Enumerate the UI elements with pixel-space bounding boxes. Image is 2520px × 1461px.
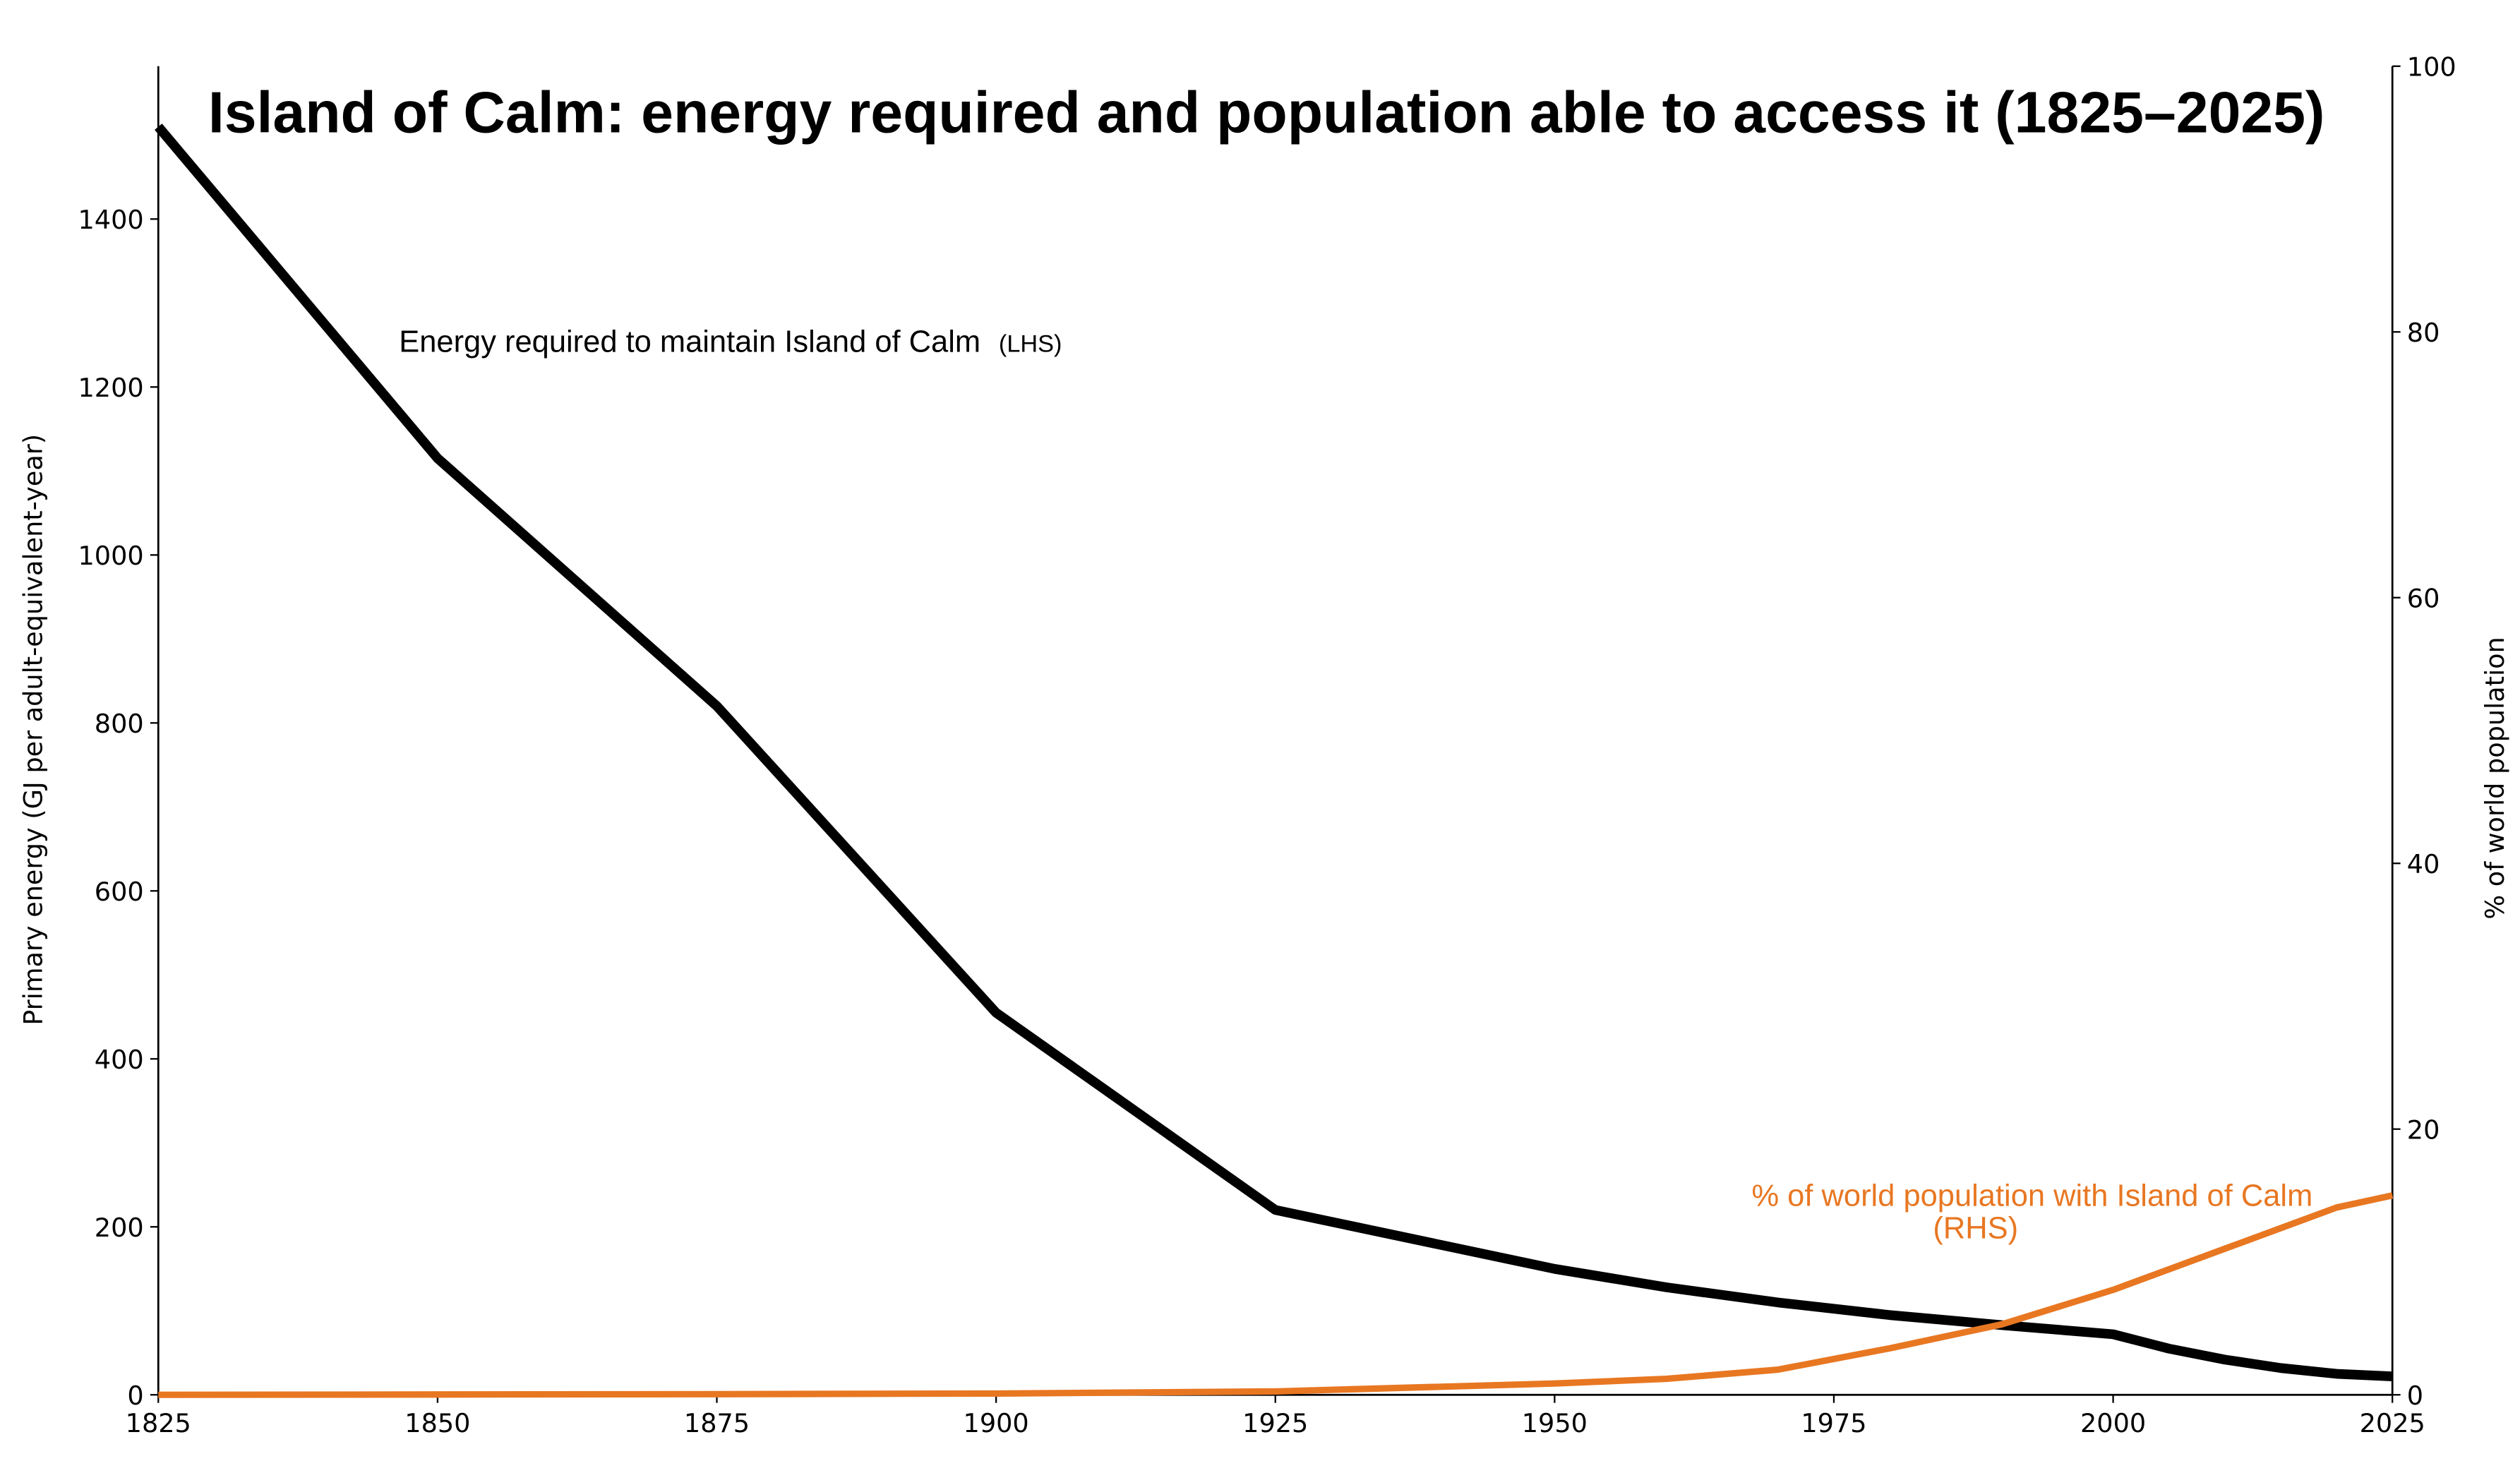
- population-series-suffix: (RHS): [1933, 1211, 2018, 1245]
- x-tick-label: 1900: [964, 1408, 1029, 1438]
- x-tick-label: 1925: [1242, 1408, 1308, 1438]
- series-lines: [155, 124, 2394, 1398]
- axes: 1825 1850 1875 1900 1925 1950 1975 2000 20250200…: [78, 52, 2456, 1438]
- y-tick-label-left: 600: [95, 877, 144, 907]
- y-tick-label-left: 1200: [78, 373, 144, 403]
- x-tick-label: 1875: [684, 1408, 750, 1438]
- y-tick-label-right: 20: [2407, 1114, 2440, 1145]
- y-tick-label-left: 800: [95, 709, 144, 739]
- y-tick-label-right: 100: [2407, 52, 2456, 83]
- y-axis-label-right: % of world population: [2480, 637, 2510, 919]
- energy-series-suffix: (LHS): [999, 331, 1062, 358]
- y-tick-label-right: 60: [2407, 583, 2440, 613]
- population-series-label: % of world population with Island of Cal…: [1751, 1179, 2312, 1213]
- x-tick-label: 1950: [1522, 1408, 1588, 1438]
- y-tick-label-left: 200: [95, 1213, 144, 1243]
- x-tick-label: 1975: [1801, 1408, 1866, 1438]
- x-tick-label: 2025: [2360, 1408, 2425, 1438]
- y-tick-label-left: 1400: [78, 205, 144, 235]
- population-series-line: [158, 1192, 2394, 1398]
- y-tick-label-right: 80: [2407, 318, 2440, 348]
- y-axis-label-left: Primary energy (GJ per adult-equivalent-…: [18, 434, 48, 1026]
- y-tick-label-right: 0: [2407, 1381, 2423, 1411]
- y-tick-label-left: 1000: [78, 541, 144, 571]
- energy-series-label: Energy required to maintain Island of Ca…: [399, 325, 1062, 359]
- energy-series-line: [155, 124, 2393, 1382]
- x-tick-label: 1850: [404, 1408, 470, 1438]
- x-tick-label: 1825: [126, 1408, 191, 1438]
- y-tick-label-left: 0: [127, 1381, 143, 1411]
- energy-series-name: Energy required to maintain Island of Ca…: [399, 325, 980, 359]
- x-tick-label: 2000: [2080, 1408, 2146, 1438]
- y-tick-label-right: 40: [2407, 849, 2440, 879]
- y-tick-label-left: 400: [95, 1045, 144, 1075]
- chart-title: Island of Calm: energy required and popu…: [208, 80, 2325, 145]
